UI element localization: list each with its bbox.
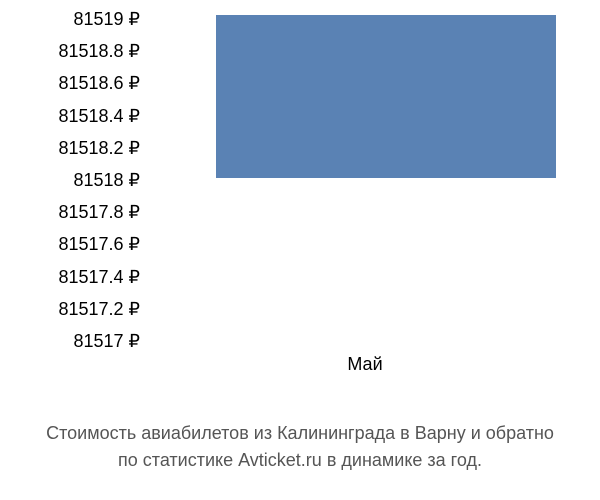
y-tick: 81518.6 ₽ — [20, 74, 150, 92]
chart-caption: Стоимость авиабилетов из Калининграда в … — [20, 420, 580, 474]
y-tick: 81517 ₽ — [20, 332, 150, 350]
chart-container: 81519 ₽ 81518.8 ₽ 81518.6 ₽ 81518.4 ₽ 81… — [20, 10, 580, 390]
x-tick: Май — [347, 354, 382, 374]
y-tick: 81519 ₽ — [20, 10, 150, 28]
bar — [216, 15, 556, 178]
caption-line2: по статистике Avticket.ru в динамике за … — [20, 447, 580, 474]
y-tick: 81518.8 ₽ — [20, 42, 150, 60]
x-axis: Май — [150, 354, 580, 375]
y-tick: 81517.4 ₽ — [20, 268, 150, 286]
y-tick: 81517.2 ₽ — [20, 300, 150, 318]
y-tick: 81517.6 ₽ — [20, 235, 150, 253]
y-tick: 81518 ₽ — [20, 171, 150, 189]
y-tick: 81518.2 ₽ — [20, 139, 150, 157]
y-tick: 81518.4 ₽ — [20, 107, 150, 125]
caption-line1: Стоимость авиабилетов из Калининграда в … — [20, 420, 580, 447]
plot-area — [150, 10, 580, 350]
y-tick: 81517.8 ₽ — [20, 203, 150, 221]
y-axis: 81519 ₽ 81518.8 ₽ 81518.6 ₽ 81518.4 ₽ 81… — [20, 10, 150, 350]
